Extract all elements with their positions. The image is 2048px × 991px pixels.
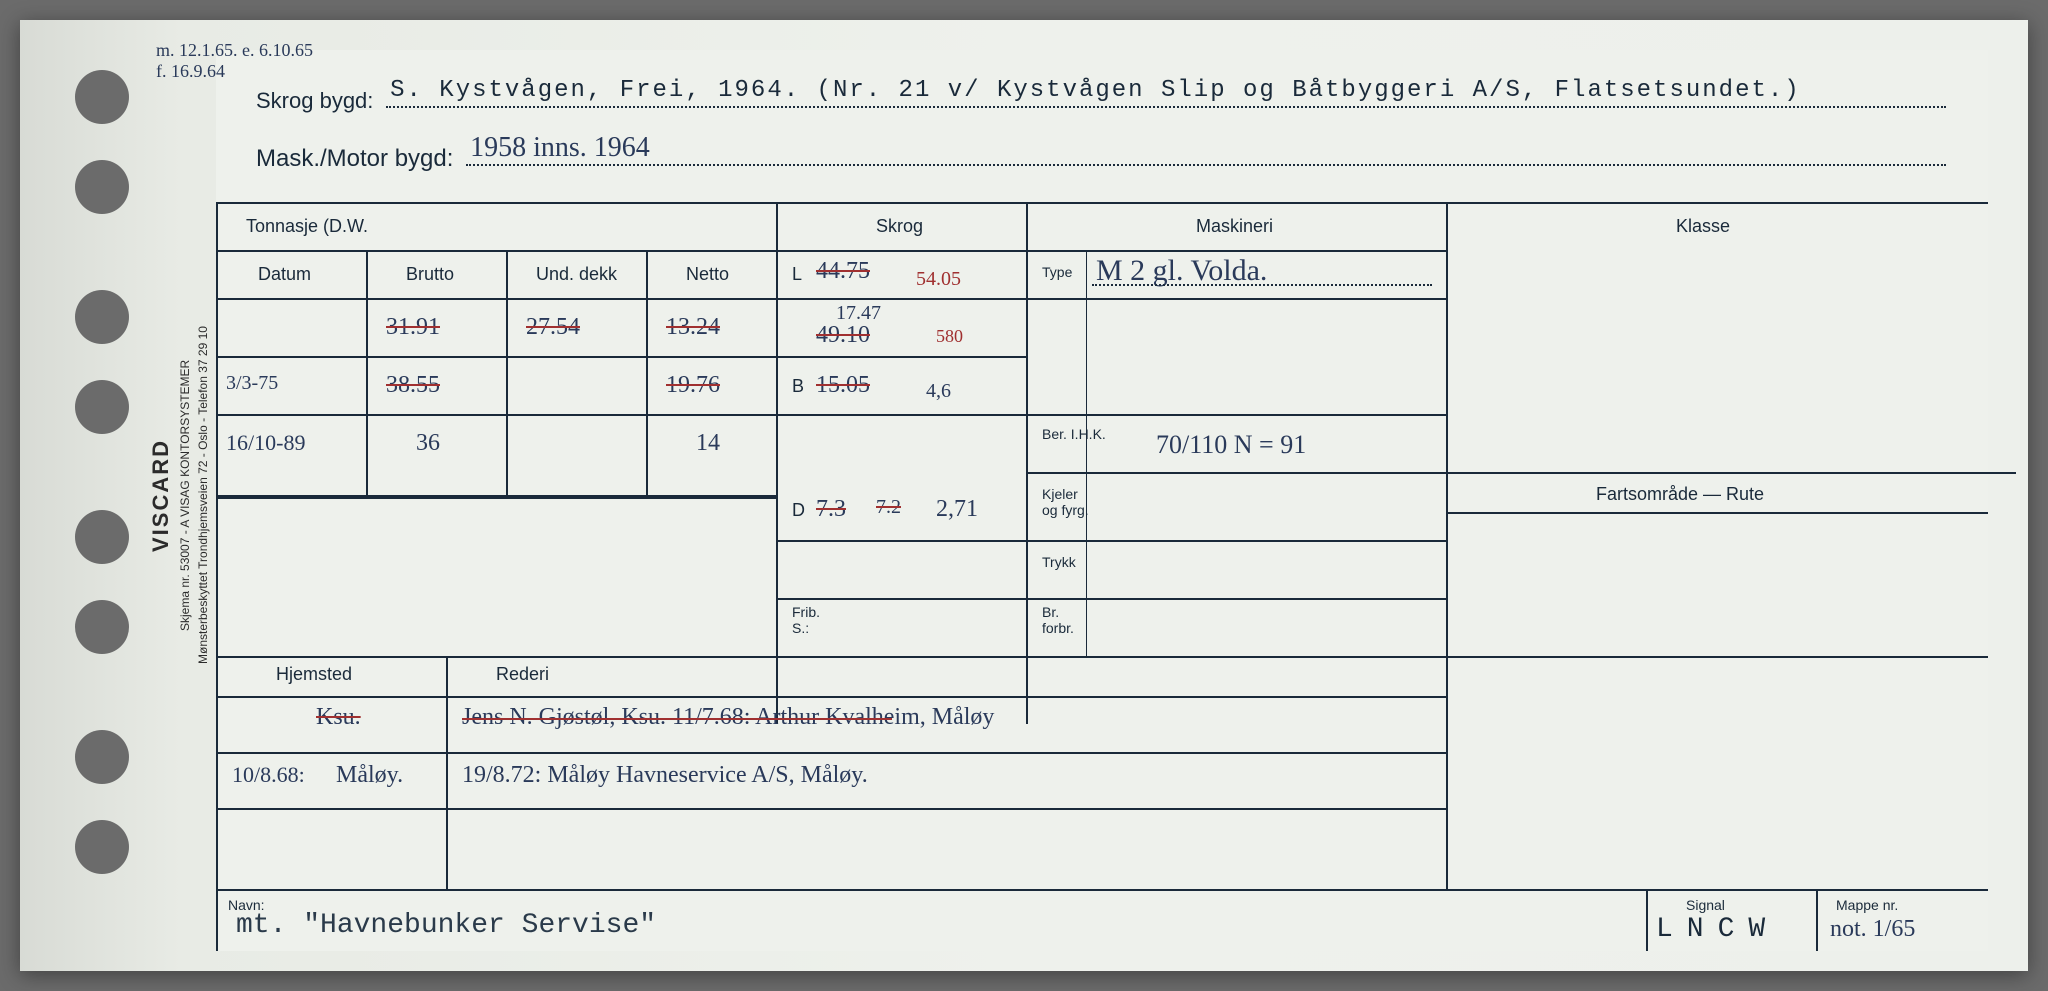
motor-value: 1958 inns. 1964 <box>470 132 650 164</box>
motor-label: Mask./Motor bygd: <box>256 145 453 172</box>
skrog-B-label: B <box>792 376 804 397</box>
skrog-B-ann: 4,6 <box>926 380 951 403</box>
frib-label: Frib. S.: <box>792 604 820 636</box>
br-label: Br. forbr. <box>1042 604 1074 636</box>
rederi-label: Rederi <box>496 664 549 685</box>
skrog-D-mid: 7.2 <box>876 496 901 519</box>
col-unddekk: Und. dekk <box>536 264 617 285</box>
col-netto: Netto <box>686 264 729 285</box>
mappe-value: not. 1/65 <box>1830 916 1915 943</box>
index-card: m. 12.1.65. e. 6.10.65 f. 16.9.64 Skrog … <box>216 50 1988 951</box>
skrog-row2-old: 49.10 <box>816 322 870 349</box>
ber-label: Ber. I.H.K. <box>1042 426 1106 442</box>
skrog-D-old: 7.3 <box>816 496 846 523</box>
skrog-label: Skrog <box>876 216 923 237</box>
punch-holes <box>75 20 135 971</box>
form-grid: Tonnasje (D.W. Skrog Maskineri Klasse Da… <box>216 202 1988 951</box>
maskineri-label: Maskineri <box>1196 216 1273 237</box>
kjeler-label: Kjeler og fyrg. <box>1042 486 1089 518</box>
annot-line1: m. 12.1.65. e. 6.10.65 <box>156 40 313 61</box>
signal-value: LNCW <box>1656 914 1779 945</box>
tonnasje-label: Tonnasje (D.W. <box>246 216 368 237</box>
r3-brutto: 36 <box>416 430 440 457</box>
skrog-L-ann: 54.05 <box>916 268 961 291</box>
skrog-L-label: L <box>792 264 802 285</box>
hjemsted-label: Hjemsted <box>276 664 352 685</box>
r1-unddekk: 27.54 <box>526 314 580 341</box>
klasse-label: Klasse <box>1676 216 1730 237</box>
r2-brutto: 38.55 <box>386 372 440 399</box>
row2-rederi: 19/8.72: Måløy Havneservice A/S, Måløy. <box>462 762 868 789</box>
r1-netto: 13.24 <box>666 314 720 341</box>
scanned-page: VISCARD Skjema nr. 53007 - A VISAG KONTO… <box>20 20 2028 971</box>
navn-value: mt. "Havnebunker Servise" <box>236 910 656 941</box>
side-line-b: Mønsterbeskyttet Trondhjemsveien 72 - Os… <box>196 20 210 971</box>
skrog-row2-ann: 580 <box>936 326 963 347</box>
skrog-bygd-label: Skrog bygd: <box>256 88 373 113</box>
side-brand: VISCARD <box>148 20 174 971</box>
r1-brutto: 31.91 <box>386 314 440 341</box>
r2-netto: 19.76 <box>666 372 720 399</box>
r3-datum: 16/10-89 <box>226 430 305 456</box>
r2-datum: 3/3-75 <box>226 372 278 395</box>
ber-value: 70/110 N = 91 <box>1156 430 1306 460</box>
row2-date: 10/8.68: <box>232 762 305 788</box>
skrog-bygd-value: S. Kystvågen, Frei, 1964. (Nr. 21 v/ Kys… <box>390 77 1801 104</box>
annot-line2: f. 16.9.64 <box>156 61 313 82</box>
skrog-L-old: 44.75 <box>816 258 870 285</box>
mappe-label: Mappe nr. <box>1836 897 1898 913</box>
signal-label: Signal <box>1686 897 1725 913</box>
row-motor-bygd: Mask./Motor bygd: 1958 inns. 1964 <box>256 142 1968 182</box>
skrog-B-old: 15.05 <box>816 372 870 399</box>
home1: Ksu. <box>316 704 361 731</box>
row2-home: Måløy. <box>336 762 403 789</box>
farts-label: Fartsområde — Rute <box>1596 484 1764 505</box>
r3-netto: 14 <box>696 430 720 457</box>
side-line-a: Skjema nr. 53007 - A VISAG KONTORSYSTEME… <box>178 20 192 971</box>
type-label: Type <box>1042 264 1072 280</box>
skrog-D-ann: 2,71 <box>936 496 978 523</box>
col-brutto: Brutto <box>406 264 454 285</box>
col-datum: Datum <box>258 264 311 285</box>
top-annotation: m. 12.1.65. e. 6.10.65 f. 16.9.64 <box>156 40 313 82</box>
skrog-D-label: D <box>792 500 805 521</box>
row-skrog-bygd: Skrog bygd: S. Kystvågen, Frei, 1964. (N… <box>256 84 1968 124</box>
rederi1: Jens N. Gjøstøl, Ksu. 11/7.68: Arthur Kv… <box>462 704 994 731</box>
trykk-label: Trykk <box>1042 554 1076 570</box>
